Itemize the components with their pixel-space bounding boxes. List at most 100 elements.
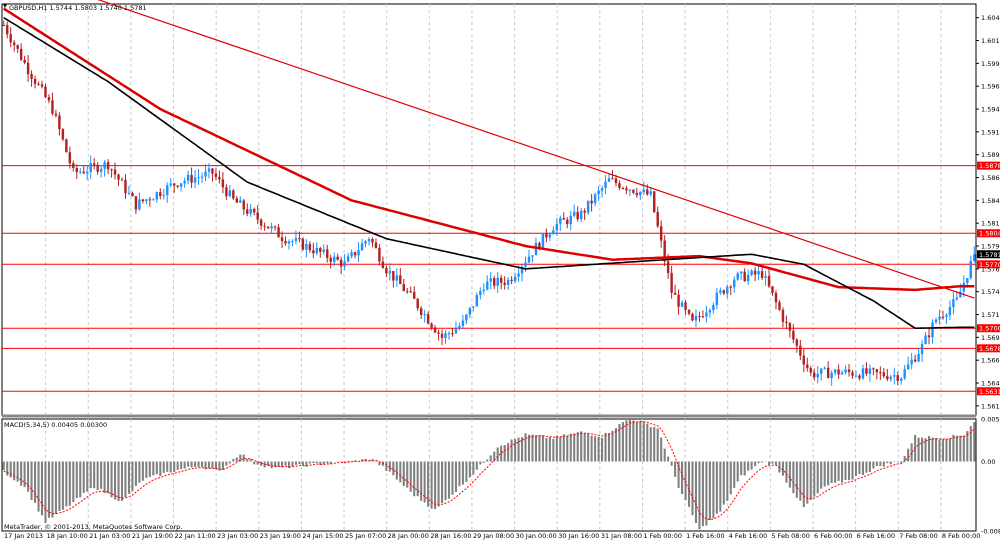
candle-body xyxy=(677,295,679,307)
candle-body xyxy=(156,192,158,199)
time-axis-label: 21 Jan 03:00 xyxy=(89,532,130,540)
price-axis-label: 1.5690 xyxy=(981,334,1000,342)
candle-body xyxy=(110,169,112,170)
candle-body xyxy=(737,273,739,279)
candle-body xyxy=(900,378,902,380)
candle-body xyxy=(879,372,881,373)
moving-average-red xyxy=(4,9,975,290)
candle-body xyxy=(869,368,871,373)
candle-body xyxy=(656,212,658,226)
candle-body xyxy=(180,183,182,186)
candle-body xyxy=(726,287,728,294)
candle-body xyxy=(639,192,641,195)
candle-body xyxy=(559,218,561,224)
candle-body xyxy=(719,290,721,292)
candle-body xyxy=(256,212,258,219)
candle-body xyxy=(670,273,672,293)
candle-body xyxy=(142,199,144,201)
candle-body xyxy=(430,324,432,328)
candle-body xyxy=(785,322,787,323)
candle-body xyxy=(855,376,857,377)
candle-body xyxy=(604,182,606,188)
current-price-label: 1.5781 xyxy=(979,251,1000,259)
candle-body xyxy=(107,162,109,169)
candle-body xyxy=(587,201,589,213)
candle-body xyxy=(747,275,749,281)
time-axis-label: 30 Jan 16:00 xyxy=(558,532,599,540)
candle-body xyxy=(820,368,822,373)
candle-body xyxy=(500,278,502,283)
candle-body xyxy=(851,372,853,376)
candle-body xyxy=(921,344,923,354)
candle-body xyxy=(187,175,189,181)
candle-body xyxy=(9,34,11,42)
candle-body xyxy=(451,333,453,334)
candle-body xyxy=(211,169,213,174)
candle-body xyxy=(549,234,551,237)
candle-body xyxy=(650,191,652,194)
candle-body xyxy=(302,239,304,250)
candle-body xyxy=(844,370,846,373)
candle-body xyxy=(931,322,933,337)
candle-body xyxy=(483,290,485,291)
candle-body xyxy=(403,284,405,291)
candle-body xyxy=(862,368,864,378)
time-axis-label: 1 Feb 00:00 xyxy=(643,532,682,540)
candle-body xyxy=(823,368,825,369)
candle-body xyxy=(55,114,57,116)
candle-body xyxy=(65,139,67,152)
candle-body xyxy=(949,307,951,315)
candle-body xyxy=(253,209,255,212)
candle-body xyxy=(100,169,102,172)
candle-body xyxy=(952,299,954,307)
candle-body xyxy=(914,360,916,362)
candle-body xyxy=(674,293,676,295)
candle-body xyxy=(72,163,74,168)
price-axis-label: 1.6015 xyxy=(981,37,1000,45)
candle-body xyxy=(841,372,843,374)
candle-body xyxy=(858,376,860,379)
candle-body xyxy=(152,199,154,200)
candle-body xyxy=(121,180,123,181)
symbol-marker-icon xyxy=(3,4,7,8)
candle-body xyxy=(503,283,505,285)
level-price-label: 1.5804 xyxy=(979,230,1000,238)
candle-body xyxy=(611,178,613,179)
time-axis-label: 29 Jan 08:00 xyxy=(473,532,514,540)
candle-body xyxy=(688,310,690,314)
candle-body xyxy=(48,97,50,100)
candle-body xyxy=(34,79,36,84)
candle-body xyxy=(173,184,175,186)
candle-body xyxy=(691,314,693,321)
time-axis-label: 28 Jan 00:00 xyxy=(388,532,429,540)
candle-body xyxy=(608,178,610,182)
candle-body xyxy=(684,302,686,309)
candle-body xyxy=(903,369,905,378)
candle-body xyxy=(643,189,645,191)
candle-body xyxy=(250,209,252,214)
time-axis-label: 17 Jan 2013 xyxy=(4,532,43,540)
candle-body xyxy=(27,63,29,74)
candle-body xyxy=(340,260,342,267)
candle-body xyxy=(625,188,627,190)
candle-body xyxy=(263,226,265,227)
candle-body xyxy=(201,177,203,178)
candle-body xyxy=(330,258,332,262)
candle-body xyxy=(357,250,359,255)
time-axis-label: 8 Feb 00:00 xyxy=(942,532,981,540)
candle-body xyxy=(792,331,794,340)
candle-body xyxy=(514,277,516,281)
price-pane-frame xyxy=(2,4,976,415)
candle-body xyxy=(458,326,460,329)
candle-body xyxy=(594,194,596,203)
candle-body xyxy=(778,302,780,310)
candle-body xyxy=(942,317,944,318)
time-axis-label: 7 Feb 08:00 xyxy=(899,532,938,540)
candle-body xyxy=(423,314,425,315)
candle-body xyxy=(632,190,634,193)
candle-body xyxy=(545,233,547,237)
candle-body xyxy=(597,191,599,195)
candle-body xyxy=(796,340,798,346)
